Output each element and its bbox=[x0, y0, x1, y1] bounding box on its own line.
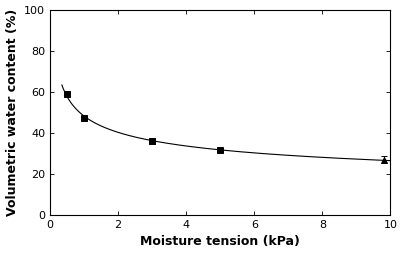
X-axis label: Moisture tension (kPa): Moisture tension (kPa) bbox=[140, 235, 300, 248]
Y-axis label: Volumetric water content (%): Volumetric water content (%) bbox=[6, 9, 19, 216]
